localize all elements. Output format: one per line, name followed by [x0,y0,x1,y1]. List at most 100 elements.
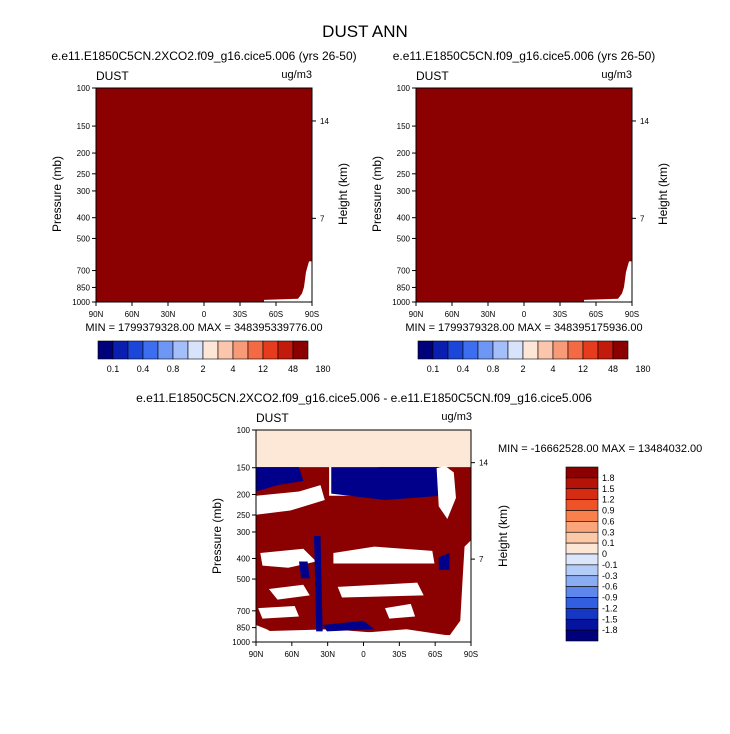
y-tick-label: 200 [237,490,251,499]
colorbar-swatch [417,340,434,360]
colorbar-swatch [565,553,599,566]
x-tick-label: 30N [481,310,496,319]
colorbar-label: 0.6 [602,516,615,526]
colorbar-swatch [277,340,294,360]
zero-contour-gap [258,605,299,619]
y-tick-label: 850 [397,283,411,292]
colorbar-swatch [202,340,219,360]
x-tick-label: 30S [233,310,247,319]
y-axis-label: Pressure (mb) [210,498,224,574]
x-tick-label: 0 [361,650,366,659]
y-tick-label: 850 [237,624,251,633]
right-tick-label: 14 [640,117,649,126]
zero-contour-gap [268,584,310,600]
variable-label: DUST [416,69,449,83]
x-tick-label: 0 [522,310,527,319]
y-axis-label: Pressure (mb) [370,156,384,232]
panel-title: e.e11.E1850C5CN.f09_g16.cice5.006 (yrs 2… [393,49,656,63]
y-tick-label: 200 [397,149,411,158]
colorbar-label: -1.5 [602,614,618,624]
panel-difference: e.e11.E1850C5CN.2XCO2.f09_g16.cice5.006 … [136,391,702,659]
colorbar-swatch [565,564,599,577]
y-tick-label: 500 [397,234,411,243]
zero-contour-gap [337,582,424,598]
colorbar-swatch [522,340,539,360]
colorbar-label: 0.3 [602,527,615,537]
colorbar-label: 0.1 [602,538,615,548]
colorbar-label: 1.8 [602,473,615,483]
colorbar-swatch [565,629,599,642]
y-tick-label: 1000 [232,638,250,647]
main-title: DUST ANN [322,22,408,41]
colorbar-label: 0.4 [137,364,150,374]
x-tick-label: 90N [409,310,424,319]
colorbar-top-left: 0.1 0.4 0.8 2 4 12 48 180 [97,340,331,374]
colorbar-swatch [462,340,479,360]
colorbar-label: 12 [578,364,588,374]
colorbar-swatch [492,340,509,360]
min-max-stats: MIN = 1799379328.00 MAX = 348395175936.0… [405,322,642,334]
colorbar-swatch [597,340,614,360]
colorbar-label: 12 [258,364,268,374]
x-tick-label: 30S [553,310,567,319]
colorbar-swatch [247,340,264,360]
zero-contour-gap [256,629,471,642]
colorbar-label: 0.8 [487,364,500,374]
colorbar-swatch [565,488,599,500]
y-tick-label: 150 [237,464,251,473]
colorbar-label: 180 [635,364,650,374]
right-axis-label: Height (km) [496,505,510,567]
colorbar-swatch [97,340,114,360]
min-max-stats: MIN = 1799379328.00 MAX = 348395339776.0… [85,322,322,334]
y-tick-label: 250 [397,170,411,179]
colorbar-swatch [612,340,629,360]
colorbar-label: -0.6 [602,582,618,592]
y-tick-label: 200 [77,149,91,158]
y-tick-label: 1000 [72,298,90,307]
colorbar-label: -1.8 [602,625,618,635]
y-tick-label: 250 [77,170,91,179]
colorbar-swatch [292,340,309,360]
y-tick-label: 400 [237,554,251,563]
colorbar-label: 2 [520,364,525,374]
colorbar-swatch [172,340,189,360]
x-tick-label: 90N [249,650,264,659]
colorbar-swatch [567,340,584,360]
colorbar-swatch [232,340,249,360]
near-zero-band [256,430,471,468]
x-tick-label: 90S [305,310,319,319]
colorbar-swatch [565,521,599,533]
x-tick-label: 90S [625,310,639,319]
y-tick-label: 150 [397,122,411,131]
colorbar-swatch [127,340,144,360]
y-tick-label: 700 [77,267,91,276]
min-max-stats: MIN = -16662528.00 MAX = 13484032.00 [498,443,702,455]
colorbar-swatch [142,340,159,360]
plot-area: 90N 60N 30N 0 30S 60S 90S 100 150 200 250 300 400 500… [232,426,488,659]
colorbar-swatch [582,340,599,360]
negative-anomaly-region [322,620,375,632]
colorbar-label: 0.9 [602,506,615,516]
colorbar-label: -0.9 [602,593,618,603]
colorbar-swatch [565,466,599,479]
colorbar-swatch [565,510,599,522]
units-label: ug/m3 [441,411,472,423]
units-label: ug/m3 [281,69,312,81]
y-tick-label: 100 [77,84,91,93]
negative-anomaly-region [256,467,304,492]
plot-area: 90N 60N 30N 0 30S 60S 90S 100 150 200 250 300 400 500… [72,84,329,319]
x-tick-label: 60N [445,310,460,319]
x-tick-label: 60S [269,310,283,319]
y-tick-label: 300 [237,528,251,537]
x-tick-label: 60N [284,650,299,659]
colorbar-label: 0.1 [427,364,440,374]
colorbar-swatch [432,340,449,360]
x-tick-label: 60S [589,310,603,319]
colorbar-label: 1.5 [602,484,615,494]
colorbar-label: 0 [602,549,607,559]
colorbar-swatch [565,586,599,598]
x-tick-label: 60N [125,310,140,319]
right-tick-label: 7 [640,214,645,223]
variable-label: DUST [96,69,129,83]
negative-anomaly-region [299,561,310,579]
